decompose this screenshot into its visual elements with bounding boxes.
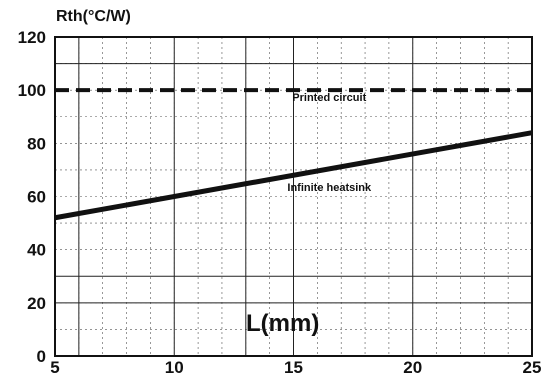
x-tick-label: 15 (284, 358, 303, 377)
series-line-2 (54, 130, 533, 221)
y-tick-label: 0 (37, 347, 46, 366)
annotation-label: Printed circuit (292, 92, 366, 104)
y-tick-label: 80 (27, 134, 46, 153)
x-tick-label: 10 (165, 358, 184, 377)
y-tick-label: 120 (18, 28, 46, 47)
x-tick-label: 25 (523, 358, 542, 377)
annotation-label: Infinite heatsink (287, 182, 372, 194)
annotations: Printed circuit Infinite heatsink (287, 92, 372, 194)
y-tick-label: 40 (27, 241, 46, 260)
series (54, 88, 533, 221)
x-tick-label: 5 (50, 358, 59, 377)
y-tick-label: 20 (27, 294, 46, 313)
y-tick-label: 60 (27, 188, 46, 207)
tick-labels: 5 10 15 20 25 0 20 40 60 80 100 120 (18, 28, 542, 377)
x-axis-label: L(mm) (246, 310, 319, 337)
plot-frame (54, 36, 533, 357)
grid (54, 36, 533, 357)
y-tick-label: 100 (18, 81, 46, 100)
x-tick-label: 20 (403, 358, 422, 377)
y-axis-label: Rth(°C/W) (56, 8, 131, 25)
